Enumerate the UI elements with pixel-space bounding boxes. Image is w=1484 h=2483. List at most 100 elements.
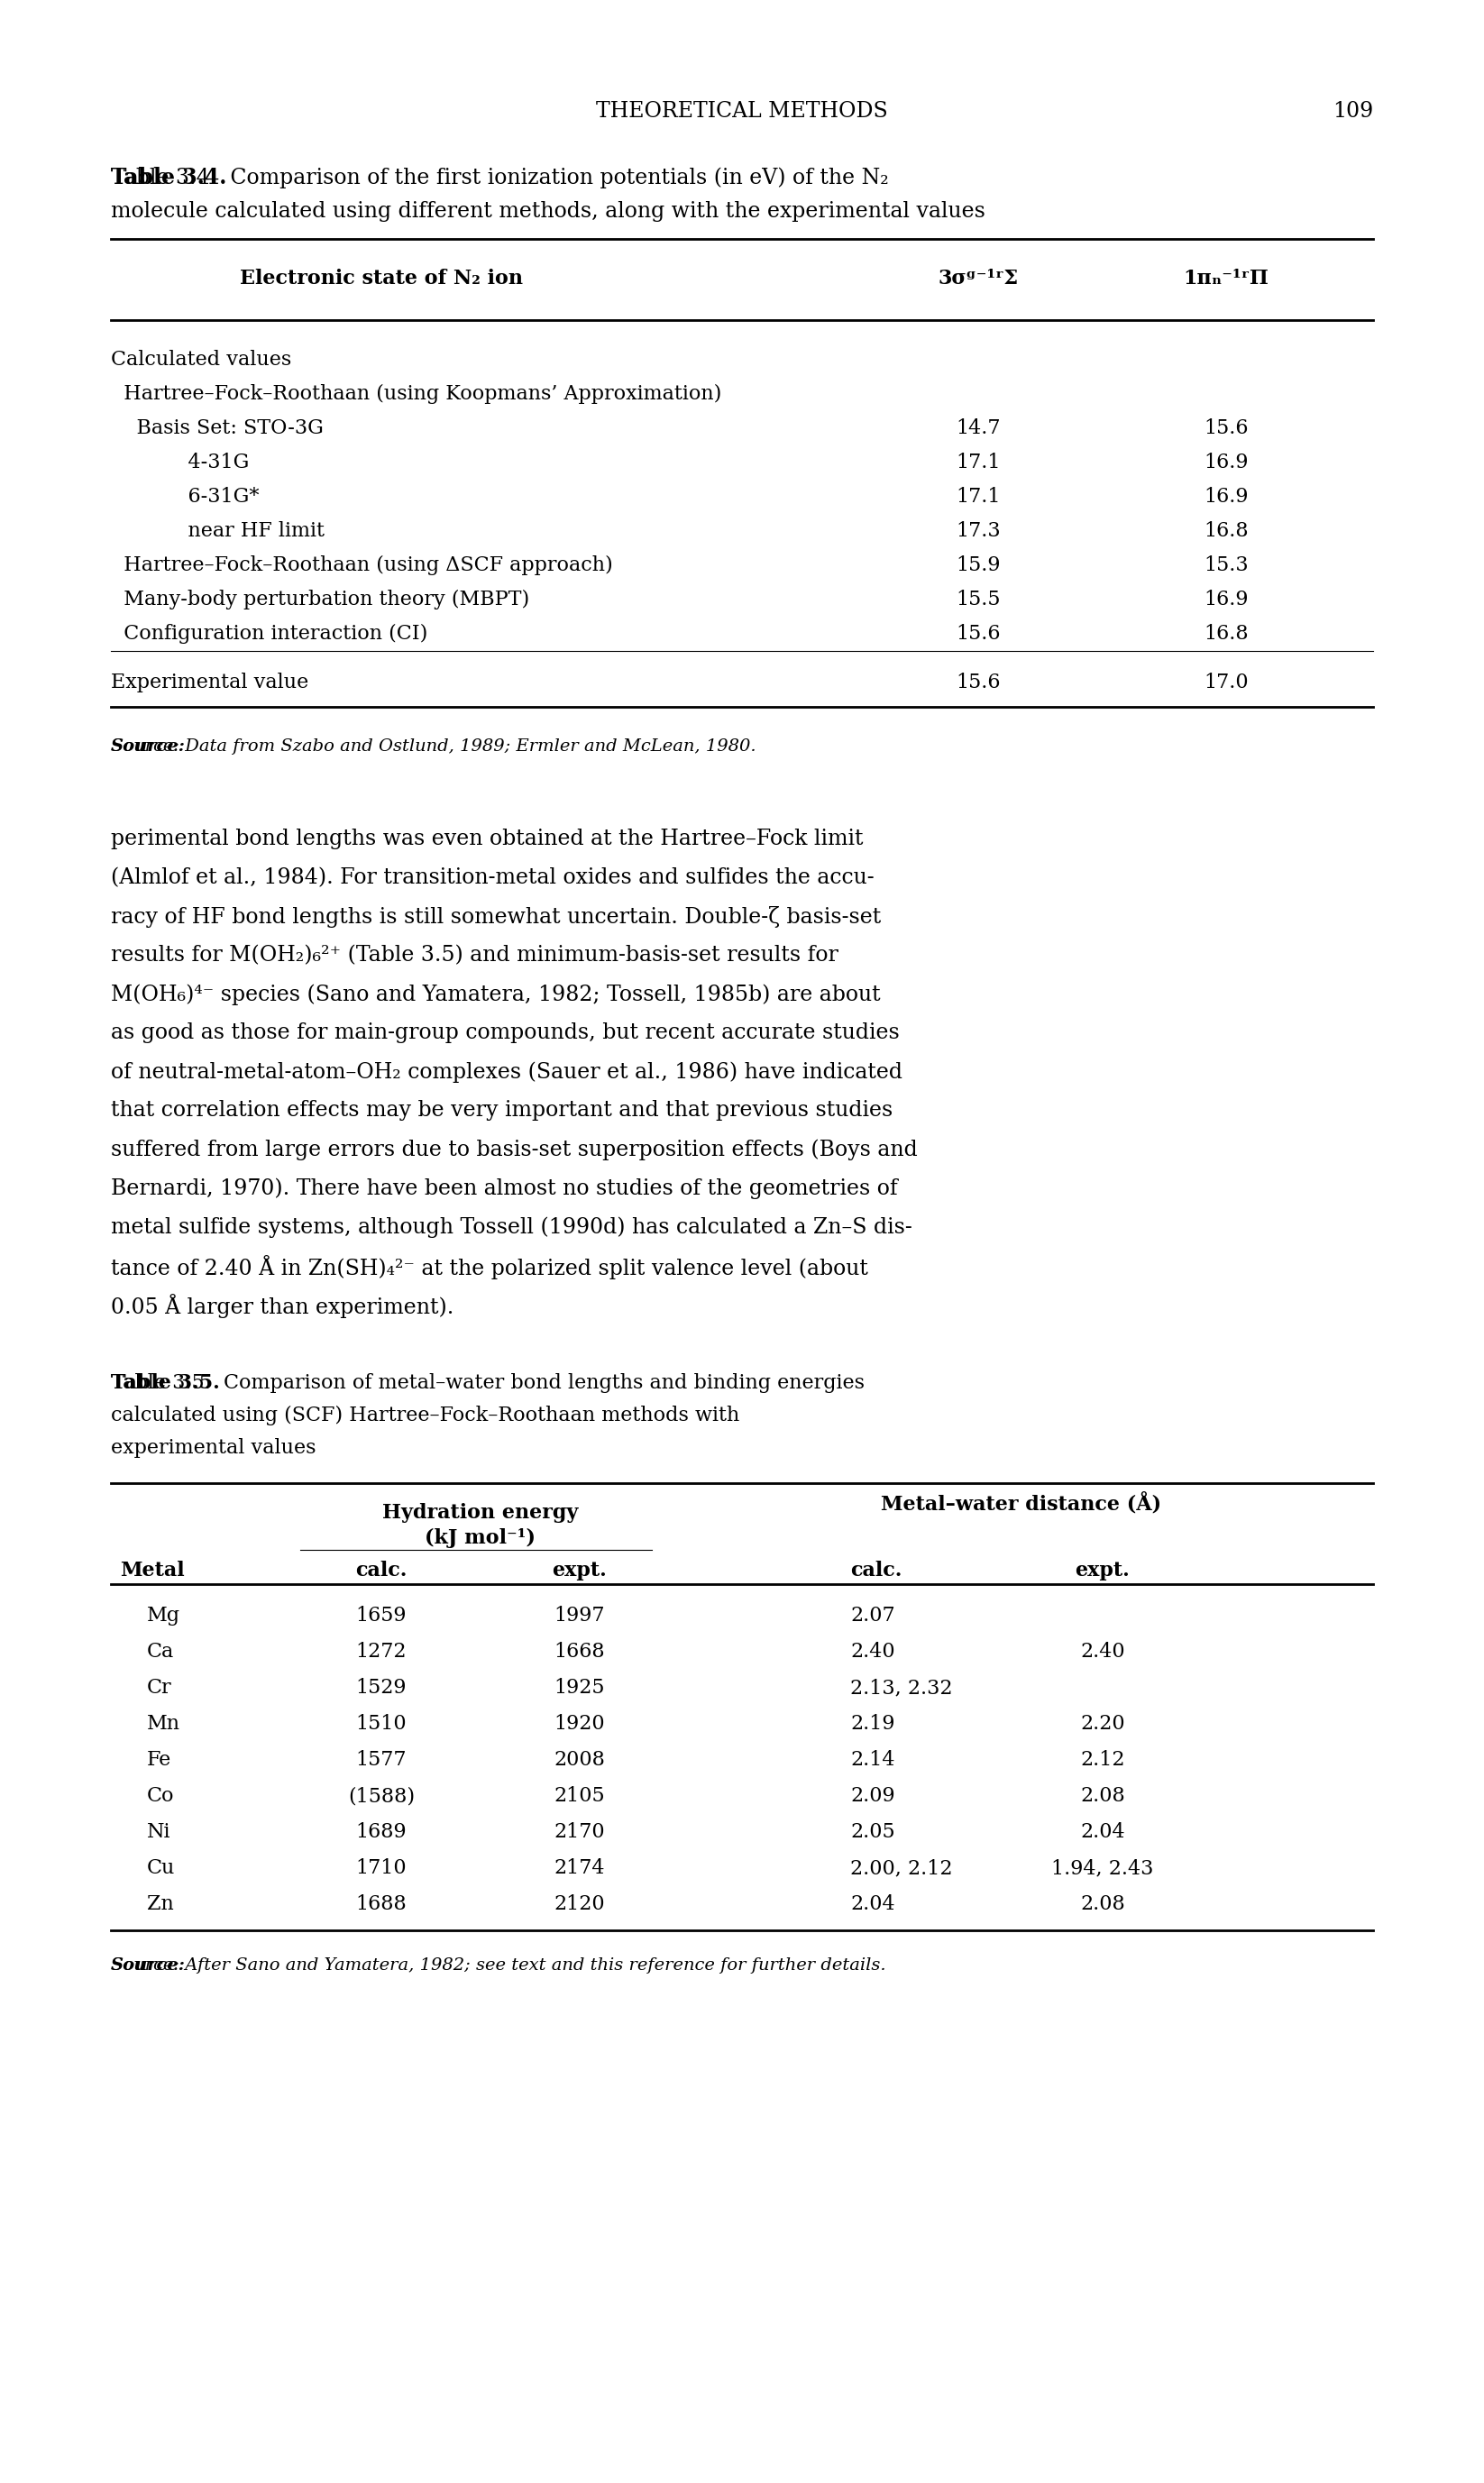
Text: 17.3: 17.3 <box>956 521 1000 541</box>
Text: 1577: 1577 <box>356 1751 407 1770</box>
Text: Hartree–Fock–Roothaan (using Koopmans’ Approximation): Hartree–Fock–Roothaan (using Koopmans’ A… <box>111 385 721 405</box>
Text: 6-31G*: 6-31G* <box>111 487 260 507</box>
Text: Co: Co <box>147 1785 175 1805</box>
Text: tance of 2.40 Å in Zn(SH)₄²⁻ at the polarized split valence level (about: tance of 2.40 Å in Zn(SH)₄²⁻ at the pola… <box>111 1254 868 1279</box>
Text: 17.0: 17.0 <box>1204 673 1248 693</box>
Text: Table 3.5.  Comparison of metal–water bond lengths and binding energies: Table 3.5. Comparison of metal–water bon… <box>111 1373 865 1393</box>
Text: 1689: 1689 <box>356 1823 407 1842</box>
Text: 17.1: 17.1 <box>956 452 1000 472</box>
Text: calc.: calc. <box>850 1562 902 1582</box>
Text: 2.40: 2.40 <box>850 1641 895 1661</box>
Text: 1πₙ⁻¹ʳΠ: 1πₙ⁻¹ʳΠ <box>1183 268 1269 288</box>
Text: 2.12: 2.12 <box>1080 1751 1125 1770</box>
Text: 14.7: 14.7 <box>956 417 1000 437</box>
Text: 17.1: 17.1 <box>956 487 1000 507</box>
Text: Mg: Mg <box>147 1607 181 1626</box>
Text: near HF limit: near HF limit <box>111 521 325 541</box>
Text: 2.04: 2.04 <box>1080 1823 1125 1842</box>
Text: calculated using (SCF) Hartree–Fock–Roothaan methods with: calculated using (SCF) Hartree–Fock–Root… <box>111 1405 739 1425</box>
Text: 2120: 2120 <box>554 1895 605 1914</box>
Text: Ni: Ni <box>147 1823 171 1842</box>
Text: suffered from large errors due to basis-set superposition effects (Boys and: suffered from large errors due to basis-… <box>111 1140 917 1160</box>
Text: Source: Data from Szabo and Ostlund, 1989; Ermler and McLean, 1980.: Source: Data from Szabo and Ostlund, 198… <box>111 737 755 755</box>
Text: 15.9: 15.9 <box>956 556 1000 576</box>
Text: 1997: 1997 <box>554 1607 605 1626</box>
Text: 2.09: 2.09 <box>850 1785 895 1805</box>
Text: experimental values: experimental values <box>111 1438 316 1458</box>
Text: Table 3.4.: Table 3.4. <box>111 166 227 189</box>
Text: 2.07: 2.07 <box>850 1607 895 1626</box>
Text: 1688: 1688 <box>356 1895 407 1914</box>
Text: 0.05 Å larger than experiment).: 0.05 Å larger than experiment). <box>111 1294 454 1318</box>
Text: M(OH₆)⁴⁻ species (Sano and Yamatera, 1982; Tossell, 1985b) are about: M(OH₆)⁴⁻ species (Sano and Yamatera, 198… <box>111 983 880 1006</box>
Text: Bernardi, 1970). There have been almost no studies of the geometries of: Bernardi, 1970). There have been almost … <box>111 1177 898 1199</box>
Text: 2.08: 2.08 <box>1080 1785 1125 1805</box>
Text: as good as those for main-group compounds, but recent accurate studies: as good as those for main-group compound… <box>111 1023 899 1043</box>
Text: Table 3.4.  Comparison of the first ionization potentials (in eV) of the N₂: Table 3.4. Comparison of the first ioniz… <box>111 166 889 189</box>
Text: 16.9: 16.9 <box>1204 452 1248 472</box>
Text: (Almlof et al., 1984). For transition-metal oxides and sulfides the accu-: (Almlof et al., 1984). For transition-me… <box>111 867 874 889</box>
Text: 15.6: 15.6 <box>956 673 1000 693</box>
Text: Fe: Fe <box>147 1751 172 1770</box>
Text: (1588): (1588) <box>347 1785 416 1805</box>
Text: Experimental value: Experimental value <box>111 673 309 693</box>
Text: calc.: calc. <box>356 1562 407 1582</box>
Text: 16.9: 16.9 <box>1204 487 1248 507</box>
Text: 16.9: 16.9 <box>1204 588 1248 608</box>
Text: 2174: 2174 <box>554 1857 605 1877</box>
Text: 2.14: 2.14 <box>850 1751 895 1770</box>
Text: Source: After Sano and Yamatera, 1982; see text and this reference for further d: Source: After Sano and Yamatera, 1982; s… <box>111 1957 886 1974</box>
Text: Cr: Cr <box>147 1679 172 1698</box>
Text: 1710: 1710 <box>356 1857 407 1877</box>
Text: Metal: Metal <box>120 1562 184 1582</box>
Text: 1925: 1925 <box>554 1679 605 1698</box>
Text: 2.13, 2.32: 2.13, 2.32 <box>850 1679 953 1698</box>
Text: Basis Set: STO-3G: Basis Set: STO-3G <box>111 417 324 437</box>
Text: 15.6: 15.6 <box>1204 417 1248 437</box>
Text: Ca: Ca <box>147 1641 174 1661</box>
Text: 16.8: 16.8 <box>1204 623 1248 643</box>
Text: Source:: Source: <box>111 737 186 755</box>
Text: Zn: Zn <box>147 1895 174 1914</box>
Text: 2170: 2170 <box>554 1823 605 1842</box>
Text: 15.3: 15.3 <box>1204 556 1248 576</box>
Text: (kJ mol⁻¹): (kJ mol⁻¹) <box>424 1527 536 1547</box>
Text: 2.20: 2.20 <box>1080 1713 1125 1733</box>
Text: expt.: expt. <box>1076 1562 1129 1582</box>
Text: Table 3.5.: Table 3.5. <box>111 1373 220 1393</box>
Text: 2.05: 2.05 <box>850 1823 895 1842</box>
Text: metal sulfide systems, although Tossell (1990d) has calculated a Zn–S dis-: metal sulfide systems, although Tossell … <box>111 1217 913 1237</box>
Text: 2.40: 2.40 <box>1080 1641 1125 1661</box>
Text: 2.19: 2.19 <box>850 1713 895 1733</box>
Text: 15.6: 15.6 <box>956 623 1000 643</box>
Text: Cu: Cu <box>147 1857 175 1877</box>
Text: 2.00, 2.12: 2.00, 2.12 <box>850 1857 953 1877</box>
Text: 16.8: 16.8 <box>1204 521 1248 541</box>
Text: 2008: 2008 <box>554 1751 605 1770</box>
Text: Calculated values: Calculated values <box>111 350 291 370</box>
Text: THEORETICAL METHODS: THEORETICAL METHODS <box>597 102 887 122</box>
Text: 1272: 1272 <box>356 1641 407 1661</box>
Text: expt.: expt. <box>552 1562 607 1582</box>
Text: that correlation effects may be very important and that previous studies: that correlation effects may be very imp… <box>111 1100 893 1120</box>
Text: Many-body perturbation theory (MBPT): Many-body perturbation theory (MBPT) <box>111 588 530 608</box>
Text: 1668: 1668 <box>554 1641 605 1661</box>
Text: of neutral-metal-atom–OH₂ complexes (Sauer et al., 1986) have indicated: of neutral-metal-atom–OH₂ complexes (Sau… <box>111 1060 902 1083</box>
Text: 2.08: 2.08 <box>1080 1895 1125 1914</box>
Text: racy of HF bond lengths is still somewhat uncertain. Double-ζ basis-set: racy of HF bond lengths is still somewha… <box>111 906 881 929</box>
Text: Hartree–Fock–Roothaan (using ΔSCF approach): Hartree–Fock–Roothaan (using ΔSCF approa… <box>111 556 613 576</box>
Text: Electronic state of N₂ ion: Electronic state of N₂ ion <box>240 268 522 288</box>
Text: 1659: 1659 <box>356 1607 407 1626</box>
Text: Configuration interaction (CI): Configuration interaction (CI) <box>111 623 427 643</box>
Text: perimental bond lengths was even obtained at the Hartree–Fock limit: perimental bond lengths was even obtaine… <box>111 829 864 849</box>
Text: Hydration energy: Hydration energy <box>383 1502 579 1522</box>
Text: 1.94, 2.43: 1.94, 2.43 <box>1052 1857 1153 1877</box>
Text: 3σᵍ⁻¹ʳΣ: 3σᵍ⁻¹ʳΣ <box>938 268 1018 288</box>
Text: 15.5: 15.5 <box>956 588 1000 608</box>
Text: 1529: 1529 <box>356 1679 407 1698</box>
Text: 2.04: 2.04 <box>850 1895 895 1914</box>
Text: Source:: Source: <box>111 1957 186 1974</box>
Text: 4-31G: 4-31G <box>111 452 249 472</box>
Text: 109: 109 <box>1333 102 1373 122</box>
Text: results for M(OH₂)₆²⁺ (Table 3.5) and minimum-basis-set results for: results for M(OH₂)₆²⁺ (Table 3.5) and mi… <box>111 946 838 966</box>
